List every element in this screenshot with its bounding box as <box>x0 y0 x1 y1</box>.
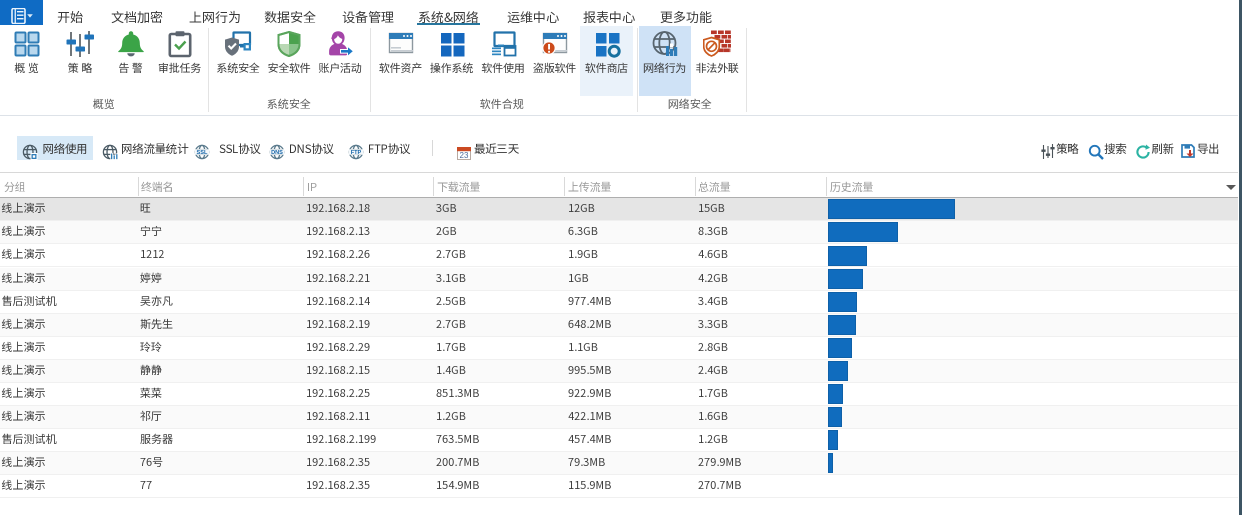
svg-text:SSL: SSL <box>197 150 208 156</box>
svg-text:FTP: FTP <box>350 150 361 156</box>
svg-text:23: 23 <box>460 151 469 160</box>
svg-text:DNS: DNS <box>271 150 283 156</box>
